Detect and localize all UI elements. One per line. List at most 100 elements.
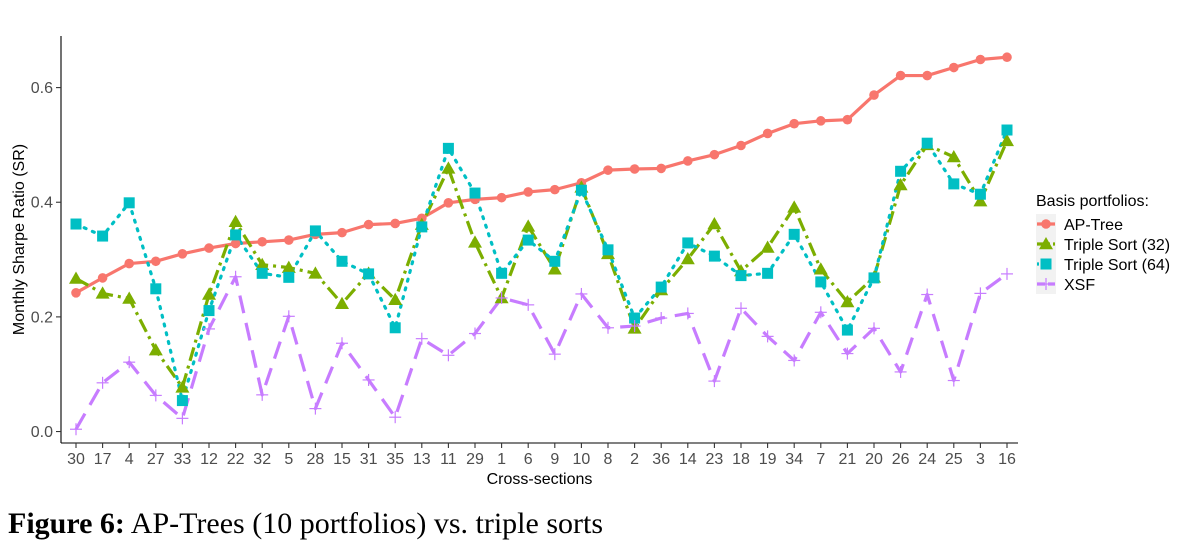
point-2-27 — [788, 228, 800, 240]
point-0-20 — [603, 165, 613, 175]
point-0-26 — [762, 128, 773, 139]
point-1-4 — [175, 380, 190, 393]
point-2-16 — [496, 267, 508, 279]
point-3-13 — [415, 332, 428, 345]
point-3-33 — [947, 374, 960, 387]
point-1-23 — [680, 251, 695, 265]
point-2-7 — [256, 267, 268, 279]
point-3-15 — [469, 327, 481, 340]
x-tick-label: 20 — [865, 451, 883, 468]
point-3-4 — [176, 412, 189, 425]
x-tick-label: 1 — [497, 451, 506, 468]
series-line-2 — [74, 128, 1009, 403]
point-3-17 — [522, 298, 535, 311]
point-1-28 — [813, 262, 828, 275]
y-tick-label: 0.2 — [31, 309, 53, 326]
point-0-29 — [842, 114, 853, 125]
point-1-8 — [281, 260, 296, 273]
point-3-28 — [814, 306, 827, 319]
point-2-29 — [841, 324, 853, 336]
point-2-28 — [815, 276, 827, 288]
point-3-21 — [628, 320, 641, 333]
point-0-11 — [363, 219, 374, 230]
caption-label: Figure 6: — [8, 507, 125, 540]
point-2-21 — [629, 312, 641, 324]
series-lines — [74, 55, 1009, 431]
x-tick-label: 34 — [785, 451, 803, 468]
point-1-17 — [521, 219, 536, 232]
x-tick-label: 8 — [604, 451, 613, 468]
point-0-24 — [709, 149, 720, 160]
x-tick-label: 4 — [125, 451, 134, 468]
axes: 0.00.20.40.630 17 4 27 33 12 22 32 5 28 15 31 35 13 11… — [31, 36, 1018, 468]
point-0-8 — [284, 235, 294, 245]
point-2-22 — [655, 281, 667, 293]
point-1-2 — [122, 291, 137, 304]
x-tick-label: 7 — [816, 451, 825, 468]
point-3-20 — [602, 321, 614, 334]
point-0-28 — [816, 116, 826, 126]
x-tick-label: 21 — [839, 451, 857, 468]
x-tick-label: 30 — [67, 451, 85, 468]
point-3-0 — [70, 423, 82, 436]
point-0-30 — [869, 90, 879, 100]
point-1-5 — [202, 287, 216, 300]
point-1-35 — [1000, 133, 1014, 147]
legend-key-marker — [1040, 278, 1052, 290]
point-3-29 — [841, 347, 854, 360]
point-0-14 — [443, 198, 454, 208]
series-line-3 — [74, 272, 1008, 431]
point-0-33 — [949, 62, 959, 73]
point-0-31 — [895, 70, 906, 81]
point-0-2 — [124, 258, 134, 269]
point-2-30 — [868, 272, 880, 284]
point-1-34 — [973, 194, 988, 207]
point-2-8 — [283, 271, 295, 283]
chart: 0.00.20.40.630 17 4 27 33 12 22 32 5 28 15 31 35 13 11… — [11, 36, 1170, 488]
point-1-6 — [228, 214, 243, 227]
x-tick-label: 18 — [732, 451, 750, 468]
x-tick-label: 2 — [630, 451, 639, 468]
x-tick-label: 17 — [94, 451, 112, 468]
point-2-34 — [974, 188, 986, 200]
y-tick-label: 0.4 — [31, 195, 53, 212]
point-1-1 — [95, 286, 110, 299]
x-tick-label: 15 — [333, 451, 351, 468]
x-tick-label: 9 — [550, 451, 559, 468]
point-1-31 — [893, 178, 908, 191]
x-tick-label: 10 — [573, 451, 591, 468]
x-tick-label: 11 — [440, 451, 457, 468]
point-2-11 — [363, 268, 375, 280]
point-1-3 — [148, 343, 163, 356]
x-tick-label: 31 — [360, 451, 378, 468]
point-3-6 — [229, 270, 242, 283]
caption-text: AP-Trees (10 portfolios) vs. triple sort… — [130, 507, 604, 540]
point-0-23 — [683, 156, 693, 166]
point-2-26 — [762, 267, 774, 279]
point-2-10 — [336, 255, 348, 267]
legend-key-marker — [1041, 219, 1051, 229]
x-tick-label: 36 — [652, 451, 670, 468]
point-3-8 — [282, 310, 295, 323]
point-3-24 — [708, 375, 721, 388]
point-1-24 — [707, 217, 722, 230]
point-3-22 — [655, 312, 668, 325]
point-3-26 — [761, 330, 774, 343]
x-tick-label: 3 — [976, 451, 985, 468]
x-tick-label: 13 — [413, 451, 431, 468]
point-3-3 — [149, 389, 162, 402]
x-tick-label: 6 — [524, 451, 533, 468]
point-3-34 — [974, 287, 987, 300]
y-axis-title: Monthly Sharpe Ratio (SR) — [11, 144, 28, 335]
legend-title: Basis portfolios: — [1036, 193, 1149, 210]
point-0-0 — [71, 288, 81, 298]
x-tick-label: 25 — [945, 451, 963, 468]
point-0-17 — [523, 187, 533, 197]
point-2-12 — [389, 322, 401, 334]
point-2-33 — [948, 178, 960, 190]
point-1-12 — [388, 292, 403, 305]
point-1-7 — [255, 257, 270, 270]
point-3-10 — [336, 337, 348, 350]
point-3-5 — [203, 322, 215, 335]
x-tick-label: 23 — [706, 451, 724, 468]
